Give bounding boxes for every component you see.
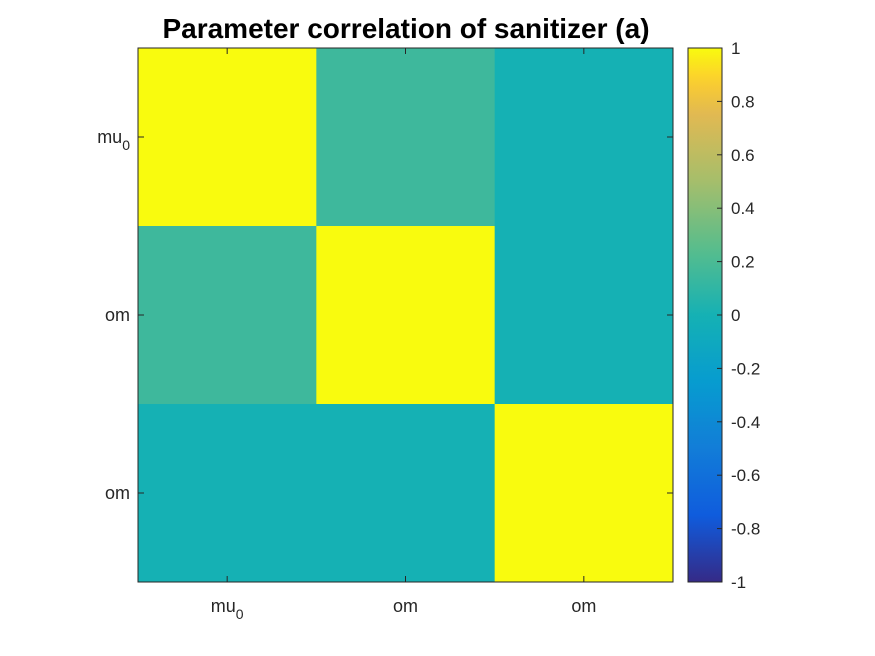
- heatmap-cell-r2-c0: [138, 404, 317, 583]
- chart-title: Parameter correlation of sanitizer (a): [162, 13, 649, 44]
- x-tick-label-2-base: om: [571, 596, 596, 616]
- colorbar-tick-label-2: 0.6: [731, 146, 755, 165]
- x-tick-label-0-subscript: 0: [236, 606, 244, 622]
- heatmap-cell-r2-c2: [494, 404, 674, 583]
- colorbar-tick-label-0: 1: [731, 39, 740, 58]
- heatmap-cell-r0-c0: [138, 48, 317, 227]
- colorbar-tick-label-1: 0.8: [731, 92, 755, 111]
- colorbar-tick-label-9: -0.8: [731, 520, 760, 539]
- plot-ticks: [138, 48, 673, 582]
- x-tick-label-0-base: mu: [211, 596, 236, 616]
- colorbar-ticks: 1 0.8 0.6 0.4 0.2 0 -0.2 -0.4 -0.6 -0.8 -1: [717, 39, 760, 592]
- x-tick-label-1: om: [393, 596, 418, 616]
- col-labels: mu0 om om: [211, 596, 597, 622]
- heatmap-cell-r1-c1: [316, 226, 496, 405]
- y-tick-label-0-subscript: 0: [122, 137, 130, 153]
- heatmap-cell-r1-c0: [138, 226, 317, 405]
- heatmap-cell-r2-c1: [316, 404, 496, 583]
- colorbar-tick-label-5: 0: [731, 306, 740, 325]
- heatmap-cell-r1-c2: [494, 226, 674, 405]
- colorbar-tick-label-8: -0.6: [731, 466, 760, 485]
- colorbar: [687, 47, 723, 583]
- row-labels: mu0 om om: [97, 127, 130, 503]
- x-tick-label-0: mu0: [211, 596, 244, 622]
- colorbar-tick-label-7: -0.4: [731, 413, 760, 432]
- colorbar-tick-label-10: -1: [731, 573, 746, 592]
- y-tick-label-2-base: om: [105, 483, 130, 503]
- colorbar-tick-label-3: 0.4: [731, 199, 755, 218]
- colorbar-tick-label-4: 0.2: [731, 253, 755, 272]
- y-tick-label-0: mu0: [97, 127, 130, 153]
- heatmap-cells: [138, 48, 674, 583]
- x-tick-label-1-base: om: [393, 596, 418, 616]
- y-tick-label-2: om: [105, 483, 130, 503]
- x-tick-label-2: om: [571, 596, 596, 616]
- y-tick-label-1-base: om: [105, 305, 130, 325]
- heatmap-cell-r0-c2: [494, 48, 674, 227]
- y-tick-label-1: om: [105, 305, 130, 325]
- heatmap-cell-r0-c1: [316, 48, 496, 227]
- y-tick-label-0-base: mu: [97, 127, 122, 147]
- colorbar-tick-label-6: -0.2: [731, 359, 760, 378]
